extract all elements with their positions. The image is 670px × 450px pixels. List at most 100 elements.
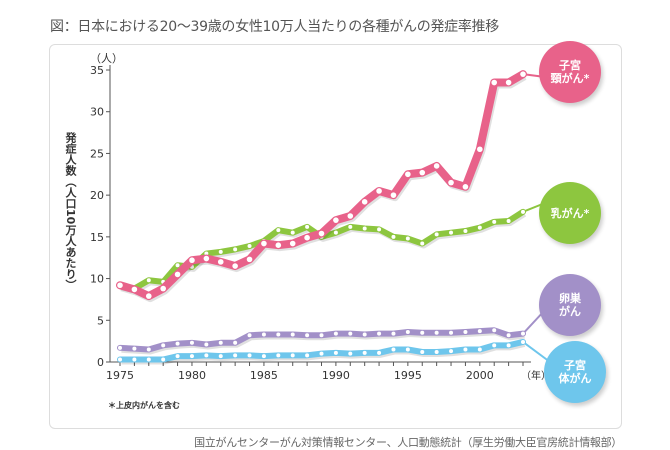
label-connector xyxy=(522,341,551,363)
data-point xyxy=(132,357,137,362)
data-point xyxy=(492,328,497,333)
data-point xyxy=(420,349,425,354)
series-label-text: がん xyxy=(559,305,581,318)
data-point xyxy=(448,179,454,186)
data-point xyxy=(506,343,511,348)
x-tick-label: 1985 xyxy=(250,369,278,382)
data-point xyxy=(189,257,195,264)
data-point xyxy=(362,332,367,337)
y-tick-label: 10 xyxy=(90,273,104,286)
data-point xyxy=(348,331,353,336)
data-point xyxy=(449,230,454,235)
data-point xyxy=(491,79,498,86)
data-point xyxy=(505,79,512,86)
data-point xyxy=(247,333,252,338)
data-point xyxy=(276,228,281,233)
data-point xyxy=(521,339,525,344)
data-point xyxy=(276,353,281,358)
y-tick-label: 30 xyxy=(90,106,104,119)
data-point xyxy=(405,329,410,334)
data-point xyxy=(377,227,382,232)
y-unit-label: （人） xyxy=(90,52,123,65)
data-point xyxy=(318,230,325,237)
y-tick-label: 0 xyxy=(97,356,104,369)
data-point xyxy=(405,236,410,241)
y-tick-label: 15 xyxy=(90,231,104,244)
data-point xyxy=(433,163,440,169)
data-point xyxy=(218,249,223,254)
data-point xyxy=(232,263,238,269)
data-point xyxy=(290,353,295,358)
series-label-text: 乳がん* xyxy=(550,206,590,220)
data-point xyxy=(390,192,397,198)
data-point xyxy=(160,285,166,292)
data-point xyxy=(333,230,338,235)
data-point xyxy=(506,333,511,338)
data-point xyxy=(233,353,238,358)
data-point xyxy=(477,329,482,334)
data-point xyxy=(492,219,497,224)
data-point xyxy=(305,333,310,338)
data-point xyxy=(462,184,469,190)
data-point xyxy=(289,240,296,247)
x-unit-label: （年） xyxy=(521,369,551,382)
data-point xyxy=(233,247,238,252)
data-point xyxy=(333,331,338,336)
data-point xyxy=(376,188,382,194)
data-point xyxy=(362,350,367,355)
data-point xyxy=(492,343,497,348)
data-point xyxy=(304,234,310,241)
data-point xyxy=(161,343,166,348)
data-point xyxy=(520,71,526,77)
data-point xyxy=(377,350,382,355)
y-tick-label: 20 xyxy=(90,189,104,202)
chart-frame xyxy=(49,44,622,429)
series-label-bubble: 乳がん* xyxy=(539,182,601,244)
data-point xyxy=(189,340,194,345)
data-point xyxy=(333,217,339,223)
data-point xyxy=(521,209,525,214)
data-point xyxy=(377,331,382,336)
data-point xyxy=(463,347,468,352)
y-tick-label: 35 xyxy=(90,64,104,77)
data-point xyxy=(233,340,238,345)
data-point xyxy=(420,241,425,246)
data-point xyxy=(305,353,310,358)
data-point xyxy=(419,169,426,176)
series-label-text: 子宮 xyxy=(564,359,586,372)
data-point xyxy=(391,234,396,239)
data-point xyxy=(261,354,266,359)
data-point xyxy=(175,341,180,346)
data-point xyxy=(246,256,253,263)
data-point xyxy=(204,342,209,347)
data-point xyxy=(175,354,180,359)
data-point xyxy=(118,345,122,350)
data-point xyxy=(217,259,224,265)
data-point xyxy=(319,351,324,356)
data-point xyxy=(477,225,482,230)
series-label-bubble: 子宮 体がん xyxy=(544,341,606,403)
x-tick-label: 1995 xyxy=(394,369,422,382)
data-point xyxy=(463,229,468,234)
series-label-bubble: 子宮 頸がん* xyxy=(539,41,601,103)
data-point xyxy=(305,224,310,229)
data-point xyxy=(218,340,223,345)
data-point xyxy=(521,331,525,336)
data-point xyxy=(204,251,209,256)
data-point xyxy=(333,350,338,355)
series-label-text: 頸がん* xyxy=(550,72,590,85)
series-label-text: 子宮 xyxy=(558,59,581,72)
data-point xyxy=(420,330,425,335)
data-point xyxy=(118,357,122,362)
data-point xyxy=(247,244,252,249)
data-point xyxy=(434,349,439,354)
data-point xyxy=(247,353,252,358)
data-point xyxy=(405,171,411,178)
data-point xyxy=(405,347,410,352)
data-point xyxy=(131,286,138,293)
data-point xyxy=(434,232,439,237)
data-point xyxy=(477,347,482,352)
data-point xyxy=(218,354,223,359)
data-point xyxy=(347,213,354,219)
